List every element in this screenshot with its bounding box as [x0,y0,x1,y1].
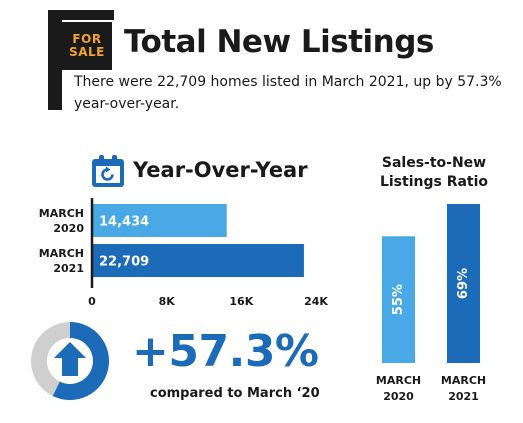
ratio-bar [447,204,480,363]
page-subtitle: There were 22,709 homes listed in March … [74,74,502,112]
yoy-category-label: MARCH [39,207,84,220]
sign-arm [48,10,114,20]
ratio-title: Sales-to-New Listings Ratio [374,154,494,192]
sign-line-2: SALE [69,45,105,59]
yoy-bar [92,204,227,237]
ratio-bar-chart: 55% MARCH 2020 69% MARCH 2021 [376,204,486,403]
yoy-bar-chart: 14,434 MARCH 2020 22,709 MARCH 2021 0 8K 16K 24K [39,198,328,308]
yoy-tick-label: 0 [88,295,96,308]
ratio-category-label: 2020 [383,390,414,403]
donut-fill-arc [52,322,109,400]
calendar-refresh-icon [92,155,124,187]
ratio-title-line-1: Sales-to-New [381,155,487,171]
yoy-bar-value-label: 22,709 [99,255,149,270]
percent-change-caption: compared to March ‘20 [150,386,320,401]
page-title: Total New Listings [124,24,434,60]
yoy-tick-label: 8K [159,295,176,308]
ratio-title-line-2: Listings Ratio [379,174,489,190]
up-arrow-icon [54,342,86,376]
yoy-category-label: 2021 [53,262,84,275]
yoy-category-label: MARCH [39,247,84,260]
for-sale-sign-icon: FOR SALE [62,22,112,70]
ratio-bar [382,236,415,363]
ratio-category-label: MARCH [441,374,486,387]
sign-line-1: FOR [72,32,102,46]
yoy-tick-label: 16K [229,295,253,308]
ratio-bar-value-label: 55% [391,284,406,315]
yoy-category-label: 2020 [53,222,84,235]
sign-post [48,10,62,110]
change-donut [31,322,109,400]
ratio-bar-value-label: 69% [456,268,471,299]
ratio-category-label: MARCH [376,374,421,387]
yoy-bar-value-label: 14,434 [99,215,149,230]
yoy-bar [92,244,304,277]
ratio-category-label: 2021 [448,390,479,403]
yoy-tick-label: 24K [304,295,328,308]
percent-change: +57.3% [132,326,319,377]
yoy-title: Year-Over-Year [133,158,308,182]
